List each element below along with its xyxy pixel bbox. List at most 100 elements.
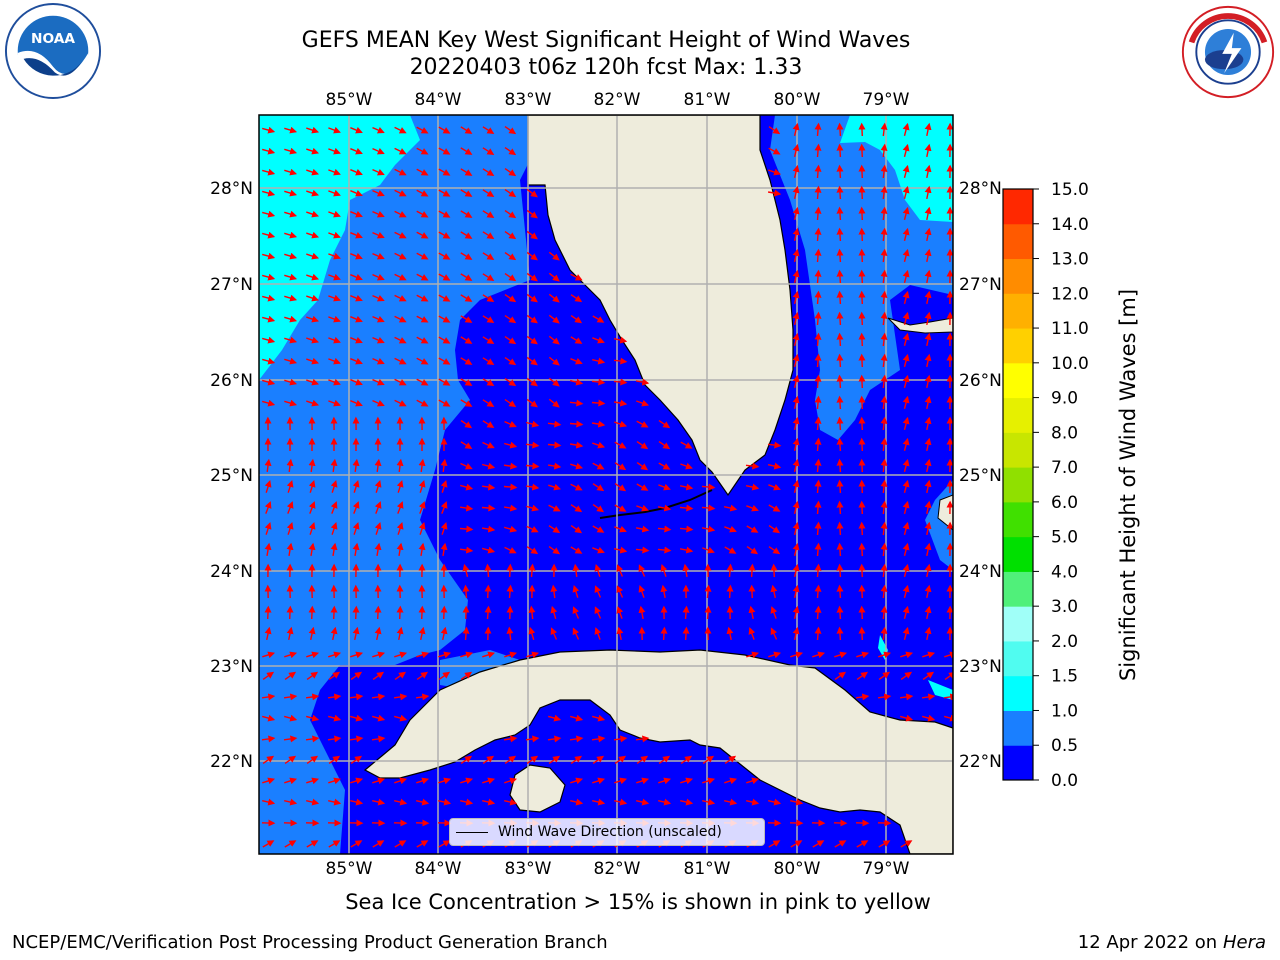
wave-direction-arrow bbox=[701, 483, 716, 491]
wave-direction-arrow bbox=[594, 563, 602, 577]
wave-direction-arrow bbox=[638, 564, 646, 577]
wave-direction-arrow bbox=[460, 671, 473, 680]
wave-direction-arrow bbox=[902, 416, 910, 430]
wave-direction-arrow bbox=[679, 504, 694, 512]
wave-direction-arrow bbox=[371, 735, 386, 743]
colorbar-segment bbox=[1003, 571, 1033, 607]
wave-direction-arrow bbox=[460, 231, 473, 239]
wave-direction-arrow bbox=[858, 458, 866, 473]
wave-direction-arrow bbox=[792, 563, 800, 577]
wave-direction-arrow bbox=[880, 353, 888, 368]
wave-direction-arrow bbox=[880, 479, 888, 494]
wave-direction-arrow bbox=[858, 164, 866, 179]
wave-direction-arrow bbox=[792, 185, 800, 199]
wave-direction-arrow bbox=[924, 458, 932, 473]
wave-direction-arrow bbox=[284, 126, 298, 134]
wave-direction-arrow bbox=[526, 546, 539, 555]
wave-direction-arrow bbox=[284, 399, 298, 407]
wave-direction-arrow bbox=[658, 483, 671, 491]
wave-direction-arrow bbox=[460, 210, 473, 218]
wave-direction-arrow bbox=[460, 168, 473, 176]
wave-direction-arrow bbox=[350, 147, 363, 155]
wave-direction-arrow bbox=[328, 714, 342, 722]
wave-direction-arrow bbox=[306, 840, 319, 848]
wave-direction-arrow bbox=[548, 714, 562, 722]
wave-direction-arrow bbox=[836, 416, 844, 431]
wave-direction-arrow bbox=[836, 143, 844, 158]
map-frame bbox=[258, 114, 954, 855]
wave-direction-arrow bbox=[836, 521, 844, 536]
wave-direction-arrow bbox=[350, 231, 363, 239]
legend: Wind Wave Direction (unscaled) bbox=[449, 818, 765, 846]
wave-direction-arrow bbox=[792, 353, 800, 367]
wave-direction-arrow bbox=[308, 501, 316, 514]
wave-direction-arrow bbox=[548, 314, 560, 324]
wave-direction-arrow bbox=[570, 462, 584, 470]
lon-label-top: 80°W bbox=[774, 90, 821, 110]
wave-direction-arrow bbox=[770, 563, 778, 578]
colorbar-segment bbox=[1003, 536, 1033, 572]
wave-direction-arrow bbox=[880, 122, 888, 137]
colorbar-tick-label: 11.0 bbox=[1051, 319, 1089, 339]
wave-direction-arrow bbox=[858, 227, 866, 242]
wave-direction-arrow bbox=[858, 584, 866, 599]
wave-direction-arrow bbox=[396, 626, 404, 641]
wave-direction-arrow bbox=[836, 311, 844, 326]
wave-direction-arrow bbox=[570, 315, 583, 324]
wave-direction-arrow bbox=[924, 479, 932, 494]
wave-direction-arrow bbox=[924, 269, 932, 284]
wave-direction-arrow bbox=[504, 273, 517, 282]
wave-direction-arrow bbox=[328, 126, 341, 134]
wave-direction-arrow bbox=[394, 714, 408, 722]
wave-direction-arrow bbox=[482, 755, 495, 764]
wave-direction-arrow bbox=[349, 735, 364, 743]
wave-direction-arrow bbox=[924, 584, 932, 599]
wave-direction-arrow bbox=[416, 671, 429, 680]
wave-direction-arrow bbox=[482, 420, 495, 428]
wave-direction-arrow bbox=[394, 651, 408, 659]
wave-direction-arrow bbox=[660, 626, 668, 641]
colorbar-segment bbox=[1003, 258, 1033, 294]
colorbar-segment bbox=[1003, 675, 1033, 711]
wave-direction-arrow bbox=[836, 290, 844, 305]
wave-direction-arrow bbox=[352, 479, 360, 493]
wave-direction-arrow bbox=[416, 147, 429, 155]
wave-direction-arrow bbox=[350, 378, 363, 386]
wave-direction-arrow bbox=[924, 311, 932, 326]
wave-direction-arrow bbox=[924, 395, 932, 410]
wave-direction-arrow bbox=[768, 483, 781, 491]
wave-direction-arrow bbox=[792, 143, 800, 157]
wave-direction-arrow bbox=[374, 605, 382, 620]
wave-direction-arrow bbox=[484, 584, 492, 599]
wave-direction-arrow bbox=[418, 521, 426, 535]
wave-direction-arrow bbox=[328, 798, 342, 806]
wave-direction-arrow bbox=[416, 798, 430, 806]
wave-direction-arrow bbox=[834, 840, 847, 848]
wave-direction-arrow bbox=[328, 210, 341, 218]
wave-direction-arrow bbox=[748, 605, 756, 620]
wave-direction-arrow bbox=[374, 626, 382, 641]
wave-direction-arrow bbox=[394, 189, 407, 197]
wave-direction-arrow bbox=[880, 416, 888, 431]
wave-direction-arrow bbox=[858, 269, 866, 284]
wave-direction-arrow bbox=[614, 525, 627, 533]
wave-direction-arrow bbox=[284, 357, 298, 365]
wave-direction-arrow bbox=[569, 441, 584, 449]
wave-direction-arrow bbox=[636, 462, 649, 471]
wave-direction-arrow bbox=[306, 399, 320, 407]
lon-label-top: 83°W bbox=[505, 90, 552, 110]
wave-direction-arrow bbox=[880, 374, 888, 389]
wave-direction-arrow bbox=[526, 188, 538, 198]
wave-direction-arrow bbox=[836, 374, 844, 389]
wave-direction-arrow bbox=[328, 651, 342, 659]
wave-direction-arrow bbox=[814, 563, 822, 578]
wave-direction-arrow bbox=[767, 462, 782, 470]
wave-direction-arrow bbox=[418, 626, 426, 641]
wave-direction-arrow bbox=[704, 605, 712, 620]
wave-direction-arrow bbox=[284, 651, 298, 659]
wave-direction-arrow bbox=[460, 798, 474, 806]
wave-direction-arrow bbox=[924, 290, 932, 305]
wave-direction-arrow bbox=[880, 584, 888, 599]
wave-direction-arrow bbox=[526, 314, 538, 324]
wave-direction-arrow bbox=[328, 315, 341, 323]
